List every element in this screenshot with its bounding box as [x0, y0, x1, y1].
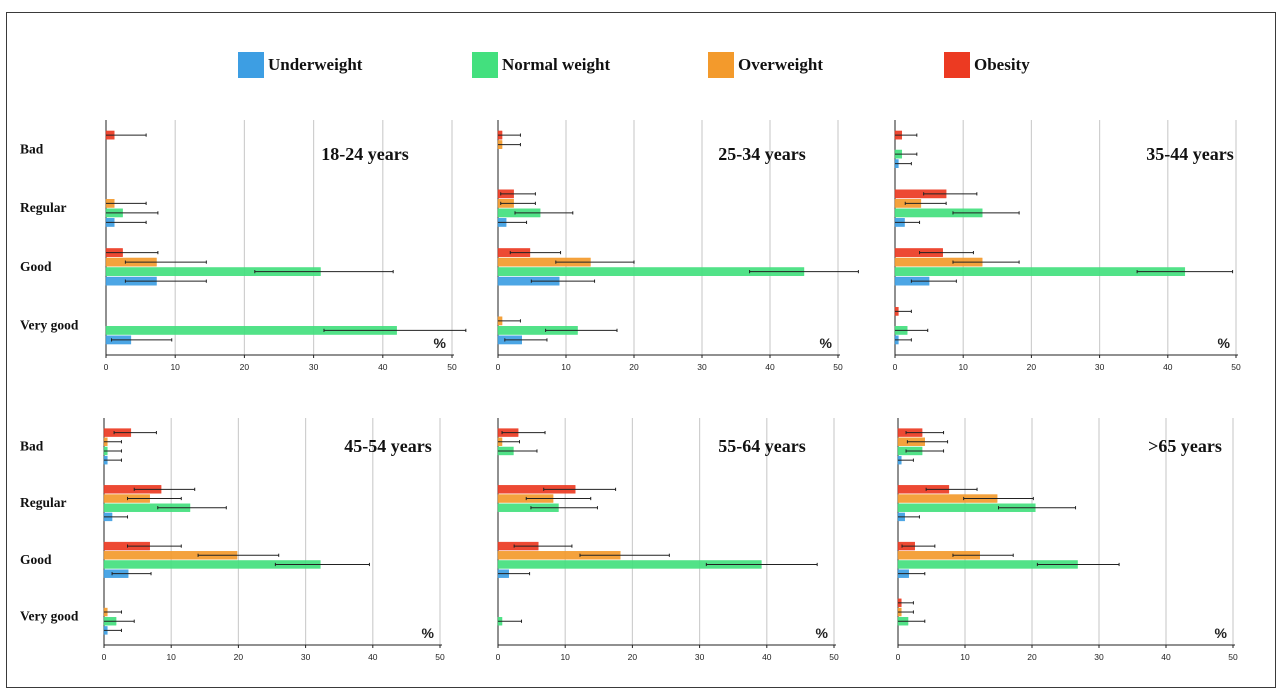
category-label-very-good: Very good: [20, 318, 79, 333]
x-tick-label-50: 50: [833, 362, 843, 372]
panel-title: >65 years: [1148, 436, 1222, 456]
x-tick-label-10: 10: [166, 652, 176, 662]
x-tick-label-0: 0: [496, 362, 501, 372]
x-tick-label-50: 50: [1231, 362, 1241, 372]
category-label-regular: Regular: [20, 495, 67, 510]
panel-title: 18-24 years: [321, 144, 408, 164]
legend-label-normal-weight: Normal weight: [502, 55, 611, 74]
x-tick-label-30: 30: [697, 362, 707, 372]
category-label-good: Good: [20, 259, 52, 274]
x-tick-label-0: 0: [102, 652, 107, 662]
x-tick-label-40: 40: [1161, 652, 1171, 662]
panel-title: 45-54 years: [344, 436, 431, 456]
unit-label: %: [820, 335, 833, 351]
panel-title: 35-44 years: [1146, 144, 1233, 164]
category-label-bad: Bad: [20, 141, 44, 156]
legend-item-obesity: Obesity: [944, 52, 1030, 78]
x-tick-label-30: 30: [301, 652, 311, 662]
x-tick-label-40: 40: [1163, 362, 1173, 372]
legend-label-obesity: Obesity: [974, 55, 1030, 74]
category-label-regular: Regular: [20, 200, 67, 215]
x-tick-label-30: 30: [309, 362, 319, 372]
unit-label: %: [1218, 335, 1231, 351]
x-tick-label-20: 20: [1027, 652, 1037, 662]
unit-label: %: [434, 335, 447, 351]
x-tick-label-0: 0: [104, 362, 109, 372]
legend-swatch-normal-weight: [472, 52, 498, 78]
legend-label-overweight: Overweight: [738, 55, 823, 74]
x-tick-label-10: 10: [958, 362, 968, 372]
panel-35-44-years: 0 10 20 30 40 50% 35-44 years: [893, 120, 1241, 372]
legend-swatch-obesity: [944, 52, 970, 78]
x-tick-label-40: 40: [378, 362, 388, 372]
x-tick-label-40: 40: [762, 652, 772, 662]
legend-swatch-underweight: [238, 52, 264, 78]
x-tick-label-0: 0: [896, 652, 901, 662]
x-tick-label-50: 50: [829, 652, 839, 662]
x-tick-label-50: 50: [435, 652, 445, 662]
legend-item-overweight: Overweight: [708, 52, 823, 78]
category-label-good: Good: [20, 552, 52, 567]
panel-45-54-years: 0 10 20 30 40 50% 45-54 years Bad Regular Good Ver…: [20, 418, 445, 662]
panel-65-years: 0 10 20 30 40 50% >65 years: [896, 418, 1238, 662]
legend-item-underweight: Underweight: [238, 52, 362, 78]
x-tick-label-30: 30: [1094, 652, 1104, 662]
x-tick-label-50: 50: [447, 362, 457, 372]
panel-55-64-years: 0 10 20 30 40 50% 55-64 years: [496, 418, 839, 662]
panel-title: 55-64 years: [718, 436, 805, 456]
panel-25-34-years: 0 10 20 30 40 50% 25-34 years: [496, 120, 859, 372]
category-label-bad: Bad: [20, 438, 44, 453]
unit-label: %: [422, 625, 435, 641]
x-tick-label-20: 20: [628, 652, 638, 662]
x-tick-label-30: 30: [695, 652, 705, 662]
x-tick-label-0: 0: [496, 652, 501, 662]
x-tick-label-10: 10: [561, 362, 571, 372]
category-label-very-good: Very good: [20, 609, 79, 624]
x-tick-label-20: 20: [1027, 362, 1037, 372]
unit-label: %: [1215, 625, 1228, 641]
legend-swatch-overweight: [708, 52, 734, 78]
x-tick-label-30: 30: [1095, 362, 1105, 372]
x-tick-label-20: 20: [629, 362, 639, 372]
figure-frame: [6, 12, 1276, 688]
legend-label-underweight: Underweight: [268, 55, 363, 74]
x-tick-label-10: 10: [560, 652, 570, 662]
x-tick-label-20: 20: [234, 652, 244, 662]
unit-label: %: [816, 625, 829, 641]
panel-18-24-years: 0 10 20 30 40 50% 18-24 years Bad Regular Good Ver…: [20, 120, 467, 372]
panel-title: 25-34 years: [718, 144, 805, 164]
legend: Underweight Normal weight Overweight Obe…: [0, 52, 1283, 88]
legend-item-normal-weight: Normal weight: [472, 52, 610, 78]
x-tick-label-50: 50: [1228, 652, 1238, 662]
x-tick-label-40: 40: [368, 652, 378, 662]
x-tick-label-10: 10: [170, 362, 180, 372]
x-tick-label-20: 20: [240, 362, 250, 372]
x-tick-label-40: 40: [765, 362, 775, 372]
x-tick-label-10: 10: [960, 652, 970, 662]
x-tick-label-0: 0: [893, 362, 898, 372]
